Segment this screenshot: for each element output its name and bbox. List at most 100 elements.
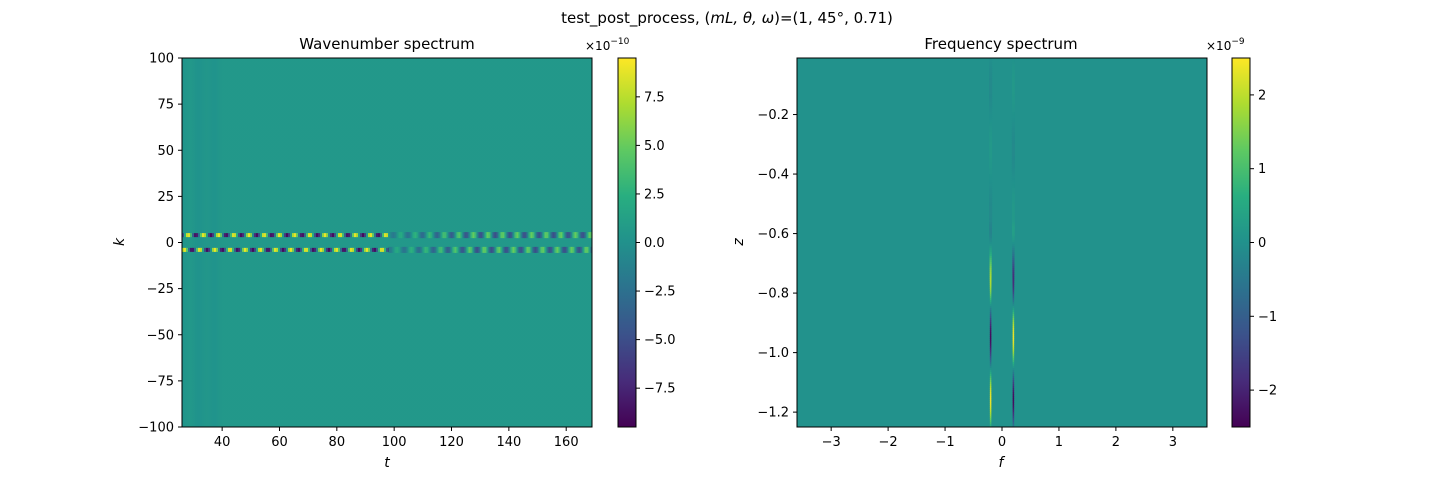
wavenumber-heatmap-cell xyxy=(338,233,341,238)
wavenumber-heatmap-cell xyxy=(352,247,355,252)
frequency-heatmap-cell xyxy=(989,162,993,165)
wavenumber-heatmap-cell xyxy=(438,232,441,239)
wavenumber-heatmap-cell xyxy=(460,232,463,239)
frequency-heatmap-cell xyxy=(1011,100,1015,103)
frequency-heatmap-cell xyxy=(1012,374,1015,377)
frequency-heatmap-cell xyxy=(989,320,992,323)
frequency-heatmap-cell xyxy=(989,250,992,253)
frequency-heatmap-cell xyxy=(1012,360,1015,363)
frequency-heatmap-cell xyxy=(1011,154,1015,157)
frequency-heatmap-cell xyxy=(1012,296,1015,299)
frequency-heatmap-cell xyxy=(1012,250,1015,253)
wavenumber-heatmap-cell xyxy=(488,246,491,253)
frequency-colorbar-multiplier-base: ×10 xyxy=(1206,39,1231,53)
wavenumber-heatmap-cell xyxy=(302,233,305,238)
frequency-heatmap-cell xyxy=(989,194,993,197)
frequency-heatmap-cell xyxy=(989,70,993,73)
wavenumber-heatmap-cell xyxy=(482,246,485,253)
frequency-heatmap-cell xyxy=(989,214,993,217)
frequency-heatmap-cell xyxy=(1012,304,1015,307)
wavenumber-heatmap-cell xyxy=(356,247,359,252)
frequency-heatmap-cell xyxy=(1011,132,1015,135)
wavenumber-x-tick-label: 40 xyxy=(214,435,231,450)
wavenumber-heatmap-cell xyxy=(402,232,405,239)
wavenumber-heatmap-cell xyxy=(226,233,229,238)
frequency-heatmap-cell xyxy=(989,66,993,69)
wavenumber-heatmap-cell xyxy=(540,232,543,239)
wavenumber-heatmap-cell xyxy=(302,247,305,252)
wavenumber-y-tick-label: −50 xyxy=(147,328,174,343)
frequency-heatmap-cell xyxy=(1011,58,1015,61)
frequency-heatmap-cell xyxy=(1011,186,1015,189)
wavenumber-heatmap-cell xyxy=(472,246,475,253)
frequency-heatmap-cell xyxy=(989,386,992,389)
frequency-heatmap-cell xyxy=(1012,280,1015,283)
wavenumber-x-label: t xyxy=(384,455,390,471)
frequency-heatmap-cell xyxy=(1011,160,1015,163)
wavenumber-heatmap-cell xyxy=(522,246,525,253)
wavenumber-heatmap-cell xyxy=(330,247,333,252)
frequency-y-tick-label: −0.4 xyxy=(757,168,789,183)
wavenumber-heatmap-cell xyxy=(182,247,185,252)
wavenumber-heatmap-cell xyxy=(454,232,457,239)
wavenumber-heatmap-cell xyxy=(370,233,373,238)
wavenumber-heatmap-cell xyxy=(230,247,233,252)
wavenumber-heatmap-cell xyxy=(508,246,511,253)
wavenumber-heatmap-cell xyxy=(336,233,339,238)
frequency-x-tick-label: 3 xyxy=(1169,435,1177,450)
wavenumber-heatmap-cell xyxy=(188,233,191,238)
wavenumber-heatmap-cell xyxy=(348,247,351,252)
wavenumber-heatmap-cell xyxy=(498,246,501,253)
frequency-heatmap-cell xyxy=(989,390,992,393)
wavenumber-heatmap-cell xyxy=(332,233,335,238)
wavenumber-heatmap-cell xyxy=(490,232,493,239)
frequency-heatmap-cell xyxy=(989,146,993,149)
wavenumber-heatmap-cell xyxy=(330,233,333,238)
frequency-heatmap-cell xyxy=(1011,198,1015,201)
frequency-heatmap-cell xyxy=(989,108,993,111)
wavenumber-heatmap-cell xyxy=(310,247,313,252)
wavenumber-heatmap-cell xyxy=(284,247,287,252)
wavenumber-y-tick-label: 25 xyxy=(157,190,174,205)
frequency-heatmap-cell xyxy=(989,188,993,191)
frequency-heatmap-cell xyxy=(989,176,993,179)
wavenumber-heatmap-cell xyxy=(226,247,229,252)
frequency-heatmap-cell xyxy=(1012,382,1015,385)
wavenumber-heatmap-cell xyxy=(322,247,325,252)
frequency-heatmap-cell xyxy=(989,240,992,243)
frequency-heatmap-cell xyxy=(1012,370,1015,373)
frequency-heatmap-cell xyxy=(1012,400,1015,403)
frequency-heatmap-cell xyxy=(989,370,992,373)
wavenumber-heatmap-cell xyxy=(504,246,507,253)
frequency-heatmap-cell xyxy=(989,212,993,215)
frequency-heatmap-cell xyxy=(1012,394,1015,397)
wavenumber-heatmap-cell xyxy=(514,232,517,239)
wavenumber-heatmap-cell xyxy=(476,232,479,239)
wavenumber-heatmap-cell xyxy=(446,232,449,239)
frequency-heatmap-cell xyxy=(1011,152,1015,155)
wavenumber-heatmap-cell xyxy=(442,232,445,239)
frequency-heatmap-cell xyxy=(1012,252,1015,255)
wavenumber-y-ticks: −100 −75 −50 −25 0 25 50 75 100 xyxy=(138,52,182,436)
wavenumber-heatmap-cell xyxy=(506,232,509,239)
frequency-heatmap-cell xyxy=(989,100,993,103)
frequency-heatmap-cell xyxy=(1012,314,1015,317)
wavenumber-heatmap-cell xyxy=(254,247,257,252)
frequency-heatmap-cell xyxy=(989,232,992,235)
wavenumber-heatmap-cell xyxy=(518,246,521,253)
wavenumber-heatmap-cell xyxy=(368,233,371,238)
frequency-heatmap-cell xyxy=(989,420,992,423)
wavenumber-heatmap-cell xyxy=(578,232,581,239)
wavenumber-heatmap-cell xyxy=(434,246,437,253)
wavenumber-heatmap-cell xyxy=(218,247,221,252)
frequency-heatmap-cell xyxy=(1011,164,1015,167)
frequency-heatmap-cell xyxy=(1011,178,1015,181)
frequency-heatmap-cell xyxy=(1011,60,1015,63)
wavenumber-colorbar-multiplier: ×10−10 xyxy=(585,37,630,53)
frequency-heatmap-cell xyxy=(1012,366,1015,369)
frequency-heatmap-cell xyxy=(1012,282,1015,285)
frequency-heatmap-cell xyxy=(1011,226,1015,229)
wavenumber-heatmap-cell xyxy=(398,246,401,253)
wavenumber-heatmap-cell xyxy=(366,233,369,238)
frequency-heatmap-cell xyxy=(989,412,992,415)
